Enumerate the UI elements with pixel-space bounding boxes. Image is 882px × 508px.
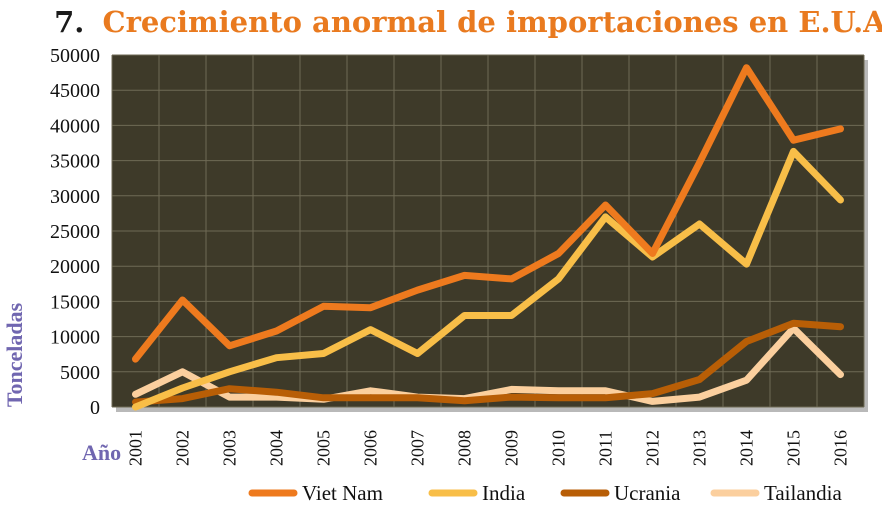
x-tick-label: 2013 xyxy=(690,430,710,466)
x-tick-label: 2016 xyxy=(831,430,851,466)
series-line xyxy=(132,147,844,411)
x-tick-label: 2008 xyxy=(455,430,475,466)
series-lines xyxy=(132,64,844,411)
series-line xyxy=(132,64,844,363)
legend-item: Viet Nam xyxy=(248,481,383,505)
x-tick-label: 2006 xyxy=(361,430,381,466)
y-axis-ticks: 0 5000 10000 15000 20000 25000 30000 35000 40000… xyxy=(50,45,100,419)
y-tick-label: 50000 xyxy=(50,45,100,67)
legend-label: Viet Nam xyxy=(302,481,383,505)
legend-item: India xyxy=(428,481,526,505)
x-tick-label: 2014 xyxy=(737,430,757,466)
x-axis-title: Año xyxy=(82,440,121,465)
legend-item: Tailandia xyxy=(710,481,843,505)
legend-item: Ucrania xyxy=(560,481,681,505)
y-tick-label: 20000 xyxy=(50,256,100,278)
x-tick-label: 2005 xyxy=(314,430,334,466)
legend: Viet Nam India Ucrania Tailandia xyxy=(248,481,843,505)
x-tick-label: 2012 xyxy=(643,430,663,466)
legend-label: Ucrania xyxy=(614,481,681,505)
x-tick-label: 2010 xyxy=(549,430,569,466)
series-line xyxy=(132,324,844,405)
y-tick-label: 5000 xyxy=(60,362,100,384)
x-tick-label: 2007 xyxy=(408,430,428,466)
x-tick-label: 2015 xyxy=(784,430,804,466)
y-axis-title: Tonceladas xyxy=(2,302,27,407)
y-tick-label: 25000 xyxy=(50,221,100,243)
x-axis-ticks: 2001 2002 2003 2004 2005 2006 2007 2008 2009 2010… xyxy=(126,430,851,466)
chart-title-text: Crecimiento anormal de importaciones en … xyxy=(103,5,882,39)
y-tick-label: 45000 xyxy=(50,80,100,102)
series-line xyxy=(132,319,844,406)
y-tick-label: 10000 xyxy=(50,327,100,349)
y-tick-label: 15000 xyxy=(50,291,100,313)
x-tick-label: 2011 xyxy=(596,431,616,466)
x-tick-label: 2004 xyxy=(267,430,287,466)
chart-title: 7. Crecimiento anormal de importaciones … xyxy=(54,5,882,39)
chart-title-number: 7. xyxy=(54,5,84,39)
x-tick-label: 2001 xyxy=(126,430,146,466)
legend-label: Tailandia xyxy=(764,481,843,505)
x-tick-label: 2003 xyxy=(220,430,240,466)
y-tick-label: 0 xyxy=(90,397,100,419)
y-tick-label: 30000 xyxy=(50,186,100,208)
y-tick-label: 40000 xyxy=(50,115,100,137)
grid-lines xyxy=(111,54,865,408)
x-tick-label: 2002 xyxy=(173,430,193,466)
legend-label: India xyxy=(482,481,526,505)
x-tick-label: 2009 xyxy=(502,430,522,466)
y-tick-label: 35000 xyxy=(50,151,100,173)
